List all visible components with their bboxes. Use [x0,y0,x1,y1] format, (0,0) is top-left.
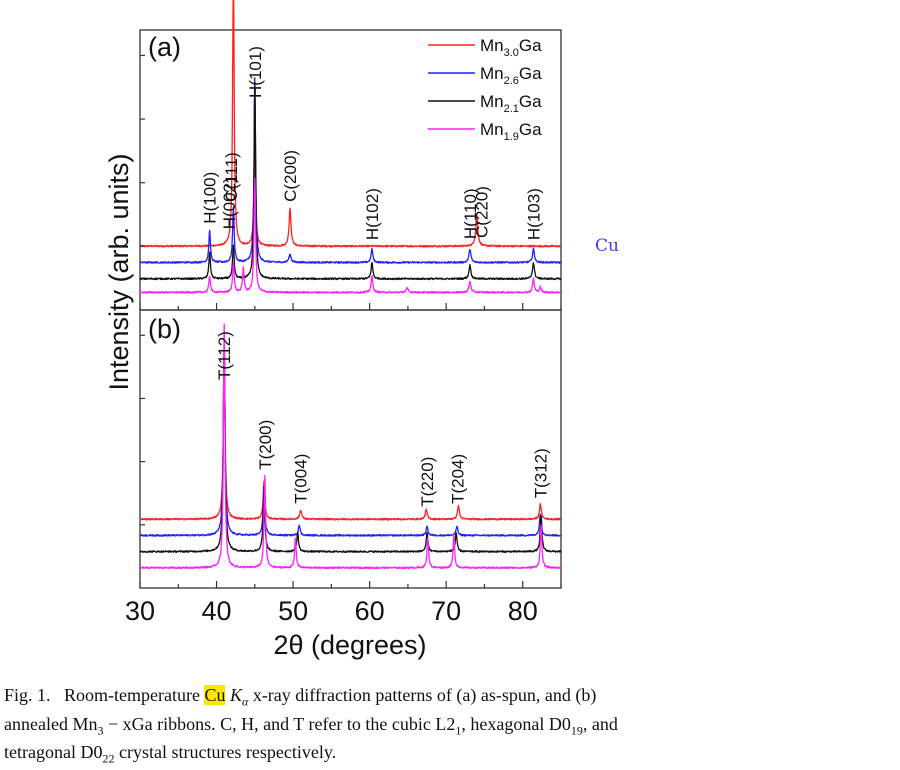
caption-d022-sub: 22 [102,751,115,766]
caption-text-7: crystal structures respectively. [118,742,337,763]
x-tick-labels: 30 40 50 60 70 80 [125,596,538,626]
legend-entry-label: Mn1.9Ga [480,120,542,143]
caption-fig-number: Fig. 1. [4,685,51,705]
caption-text-5: , hexagonal [461,713,545,734]
peak-label: H(101) [246,46,265,98]
peak-label: C(220) [472,186,491,238]
peak-label: C(200) [281,150,300,202]
peak-label: H(100) [201,172,220,224]
peak-label: H(103) [524,188,543,240]
caption-d022: D0 [80,742,103,763]
trace-Mn19Ga-panel-b [139,323,562,570]
trace-Mn21Ga-panel-b [139,340,562,554]
trace-Mn19Ga-panel-a [139,177,562,294]
caption-text-6: , and tetragonal [4,713,618,763]
peak-label: T(112) [215,331,234,380]
trace-Mn21Ga-panel-a [139,81,562,281]
figure-caption: Fig. 1. Room-temperature Cu Kα x-ray dif… [4,684,664,770]
xrd-chart: 30 40 50 60 70 80 (a) (b) H(100) H(002)C(111)H… [96,0,566,663]
x-tick-label: 40 [202,596,232,626]
panel-b-label: (b) [148,314,181,344]
y-axis-title: Intensity (arb. units) [104,153,134,390]
caption-text-2: x-ray diffraction patterns of (a) as-spu… [252,685,571,705]
x-tick-label: 70 [431,596,461,626]
panel-a-peak-labels: H(100) H(002)C(111) H(101) C(200) H(102) H(11… [201,46,544,240]
figure-background [96,18,566,663]
caption-l21-sub: 1 [455,723,462,738]
caption-text-4: − xGa ribbons. C, H, and T refer to the … [107,713,431,734]
x-tick-label: 80 [508,596,538,626]
caption-k-sub: α [242,694,249,709]
panel-b-peak-labels: T(112) T(200) T(004) T(220) T(204) T(312) [215,331,550,507]
peak-label: C(111) [222,152,241,201]
legend-entry-label: Mn3.0Ga [480,36,542,59]
legend: Mn3.0Ga Mn2.6Ga Mn2.1Ga Mn1.9Ga [428,36,542,143]
peak-label: H(110) [461,188,480,239]
caption-text-3: (b) annealed [4,685,597,734]
trace-Mn30Ga-panel-b [139,351,562,521]
caption-mn: Mn [72,713,98,734]
panel-b-frame [139,309,562,589]
legend-entry-label: Mn2.1Ga [480,92,542,115]
peak-label: T(004) [292,454,311,504]
trace-Mn26Ga-panel-b [139,346,562,537]
x-tick-label: 60 [355,596,385,626]
xrd-figure: 30 40 50 60 70 80 (a) (b) H(100) H(002) C(111) H… [96,0,566,663]
x-tick-label: 50 [278,596,308,626]
legend-entry-label: Mn2.6Ga [480,64,542,87]
panel-a-label: (a) [148,32,181,62]
caption-text-1: Room-temperature [64,685,200,705]
peak-label: H(002) [220,177,239,229]
x-axis-title: 2θ (degrees) [273,630,426,660]
axis-ticks [139,54,562,588]
peak-label: H(102) [363,188,382,240]
caption-d019: D0 [548,713,571,734]
peak-label: T(200) [256,420,275,470]
trace-Mn26Ga-panel-a [139,77,562,264]
panel-b-traces [139,323,562,570]
panel-a-traces [139,0,562,294]
caption-highlight-cu: Cu [204,685,226,705]
caption-mn-sub: 3 [97,723,104,738]
caption-d019-sub: 19 [570,723,583,738]
side-note-text: Cu [595,236,619,256]
caption-l21: L2 [435,713,456,734]
caption-k-symbol: K [229,685,242,705]
peak-label: T(220) [418,457,437,507]
peak-label: T(204) [449,454,468,504]
peak-label: T(312) [531,448,550,498]
x-tick-label: 30 [125,596,155,626]
